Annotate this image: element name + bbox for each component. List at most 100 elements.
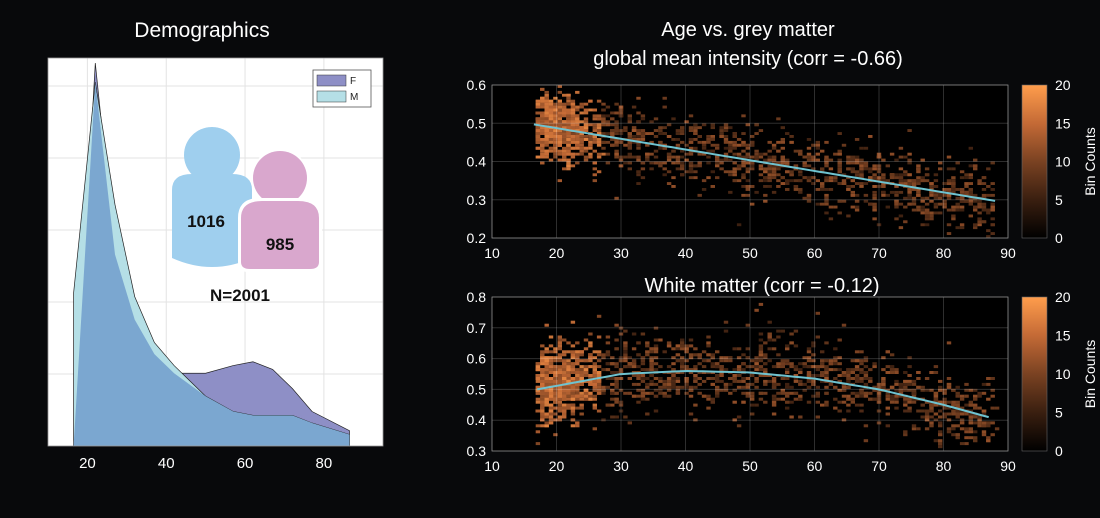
white-matter-bin (636, 388, 641, 392)
white-matter-bin (562, 377, 567, 380)
grey-matter-bin (828, 217, 834, 221)
white-matter-bin (623, 365, 628, 369)
grey-matter-bin (964, 185, 969, 188)
white-matter-bin (583, 388, 589, 392)
grey-matter-bin (583, 108, 589, 112)
grey-matter-bin (959, 190, 965, 194)
white-matter-bin (562, 415, 567, 419)
white-matter-bin (636, 400, 641, 404)
white-matter-bin (964, 442, 969, 446)
white-matter-bin (684, 391, 689, 395)
grey-matter-bin (566, 117, 571, 121)
white-matter-bin (710, 365, 715, 369)
white-matter-bin (968, 403, 973, 407)
grey-matter-bin (684, 143, 689, 147)
grey-matter-bin (627, 146, 632, 150)
white-matter-bin (736, 385, 742, 389)
grey-matter-bin (981, 176, 987, 180)
grey-matter-bin (828, 176, 834, 180)
grey-matter-bin (903, 173, 908, 177)
grey-matter-bin (715, 143, 720, 147)
white-matter-bin (557, 347, 562, 351)
grey-matter-bin (540, 123, 545, 127)
white-matter-bin (719, 365, 724, 369)
grey-matter-bin (645, 132, 650, 135)
grey-matter-bin (946, 182, 952, 185)
grey-matter-bin (535, 117, 541, 121)
white-matter-bin (557, 365, 562, 369)
grey-matter-bin (907, 152, 912, 156)
grey-matter-bin (916, 164, 921, 168)
white-matter-bin (719, 374, 724, 377)
grey-matter-bin (562, 140, 567, 144)
white-matter-bin (754, 379, 759, 383)
grey-matter-bin (806, 196, 812, 200)
grey-matter-bin (911, 202, 917, 206)
white-matter-y-tick-0.3: 0.3 (467, 443, 487, 459)
grey-matter-bin (614, 155, 619, 159)
grey-matter-bin (579, 111, 584, 115)
white-matter-bin (841, 388, 847, 392)
grey-matter-bin (763, 193, 768, 197)
white-matter-bin (968, 427, 973, 431)
white-matter-bin (671, 362, 676, 366)
white-matter-bin (710, 353, 715, 357)
white-matter-bin (548, 382, 554, 386)
white-matter-bin (535, 397, 541, 401)
grey-matter-bin (946, 179, 952, 183)
white-matter-bin (771, 382, 777, 386)
white-matter-bin (741, 368, 746, 372)
grey-matter-bin (675, 161, 681, 165)
grey-matter-bin (592, 173, 597, 177)
white-matter-bin (933, 365, 939, 369)
white-matter-bin (610, 391, 615, 395)
white-matter-bin (885, 350, 890, 354)
grey-matter-colorbar-tick-20: 20 (1055, 77, 1071, 93)
white-matter-bin (811, 374, 816, 377)
grey-matter-bin (741, 176, 746, 180)
white-matter-bin (924, 415, 930, 419)
white-matter-bin (750, 365, 755, 369)
grey-matter-bin (658, 164, 663, 168)
grey-matter-bin (885, 205, 890, 209)
grey-matter-bin (653, 161, 659, 165)
white-matter-bin (671, 379, 676, 383)
white-matter-bin (824, 359, 829, 363)
grey-matter-bin (815, 188, 820, 191)
white-matter-bin (693, 403, 698, 407)
white-matter-bin (951, 400, 956, 404)
white-matter-bin (824, 365, 829, 369)
grey-matter-bin (981, 220, 987, 224)
grey-matter-bin (566, 143, 571, 147)
white-matter-bin (763, 371, 768, 374)
white-matter-bin (566, 403, 571, 407)
white-matter-bin (898, 388, 904, 392)
white-matter-bin (806, 400, 812, 404)
white-matter-bin (951, 412, 956, 416)
white-matter-bin (806, 371, 812, 374)
white-matter-bin (640, 379, 646, 383)
white-matter-bin (920, 385, 925, 389)
grey-matter-bin (666, 155, 672, 159)
grey-matter-bin (872, 190, 877, 194)
grey-matter-bin (636, 158, 641, 162)
grey-matter-bin (889, 173, 895, 177)
white-matter-bin (666, 341, 672, 345)
grey-matter-bin (535, 155, 541, 159)
white-matter-bin (833, 368, 838, 372)
white-matter-bin (964, 388, 969, 392)
white-matter-bin (732, 347, 737, 351)
white-matter-bin (780, 391, 785, 395)
grey-matter-bin (566, 161, 571, 165)
grey-matter-bin (658, 140, 663, 144)
white-matter-bin (544, 421, 549, 425)
white-matter-bin (968, 436, 973, 440)
white-matter-bin (789, 341, 794, 345)
white-matter-bin (562, 388, 567, 392)
grey-matter-bin (741, 143, 746, 147)
white-matter-bin (942, 406, 947, 410)
white-matter-bin (710, 382, 715, 386)
white-matter-bin (907, 374, 912, 377)
grey-matter-bin (824, 199, 829, 203)
white-matter-bin (933, 391, 939, 395)
